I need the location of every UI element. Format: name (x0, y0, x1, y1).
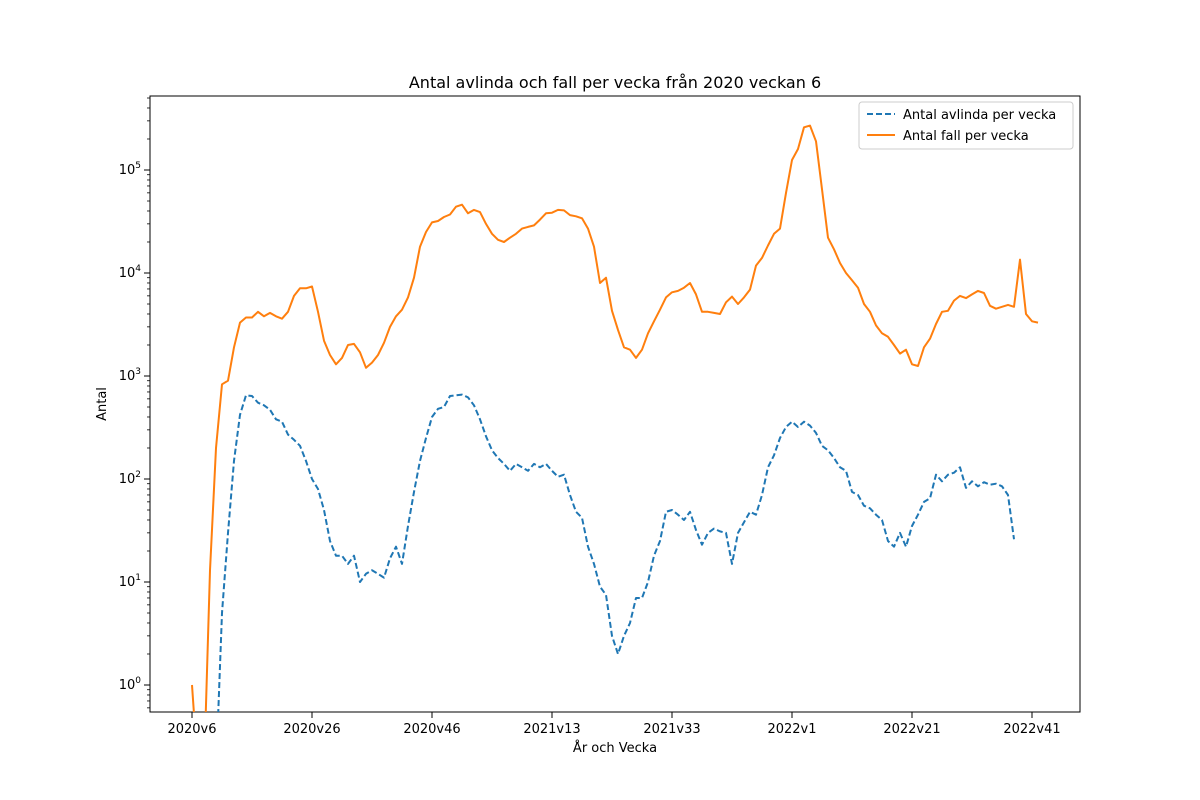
y-tick-label: 100 (119, 676, 142, 693)
x-axis: 2020v6 2020v26 2020v46 2021v13 2021v33 2022v1… (167, 712, 1061, 737)
chart-title: Antal avlinda och fall per vecka från 20… (409, 73, 821, 92)
series-line-1 (191, 124, 1039, 712)
x-tick-label: 2020v46 (403, 722, 460, 737)
legend-label-cases: Antal fall per vecka (903, 129, 1029, 144)
legend: Antal avlinda per vecka Antal fall per v… (858, 101, 1074, 150)
plot-area (149, 95, 1081, 713)
x-tick-label: 2022v1 (767, 722, 816, 737)
legend-box (858, 101, 1074, 150)
x-tick-label: 2022v21 (883, 722, 940, 737)
y-tick-label: 102 (119, 470, 141, 487)
x-tick-label: 2020v6 (167, 722, 216, 737)
x-tick-label: 2021v13 (523, 722, 580, 737)
y-axis-title: Antal (95, 387, 110, 421)
y-tick-label: 101 (119, 573, 141, 590)
series-line-0 (217, 393, 1015, 712)
x-tick-label: 2021v33 (643, 722, 700, 737)
legend-label-deaths: Antal avlinda per vecka (903, 108, 1056, 123)
plot-lines (191, 124, 1039, 712)
y-axis: 100 101 102 103 104 105 (119, 97, 150, 709)
y-tick-label: 103 (119, 367, 141, 384)
x-axis-title: År och Vecka (573, 740, 657, 756)
y-tick-label: 105 (119, 161, 141, 178)
y-tick-label: 104 (119, 264, 142, 281)
x-tick-label: 2020v26 (283, 722, 340, 737)
x-tick-label: 2022v41 (1003, 722, 1060, 737)
